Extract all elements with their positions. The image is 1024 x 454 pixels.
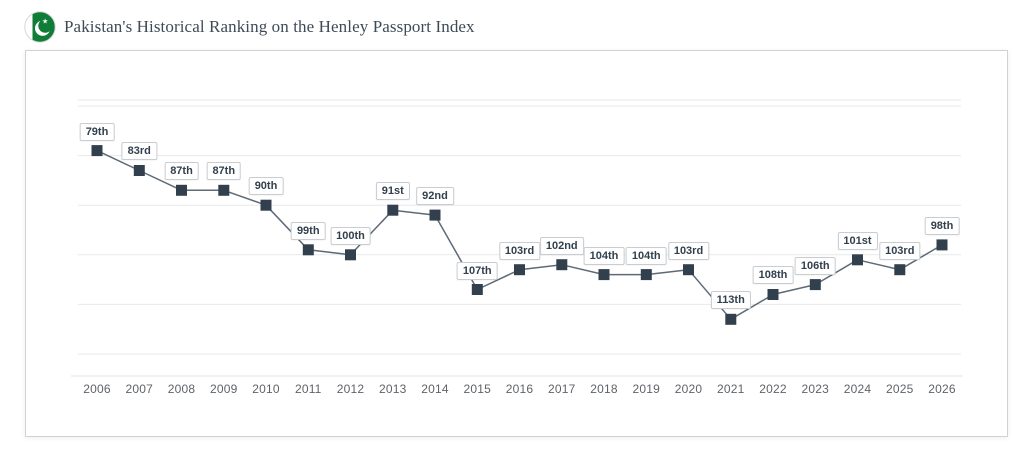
point-label: 98th [924,216,960,235]
x-axis-label: 2016 [505,382,534,396]
point-label: 113th [710,291,751,310]
data-point-marker[interactable] [725,313,737,325]
page-title: Pakistan's Historical Ranking on the Hen… [64,17,475,36]
x-axis-label: 2024 [843,382,872,396]
x-axis-label: 2014 [421,382,449,396]
data-point-marker[interactable] [894,264,906,276]
x-axis-label: 2025 [886,382,914,396]
x-axis-label: 2020 [674,382,703,396]
point-label: 101st [837,231,878,250]
data-point-marker[interactable] [683,264,694,276]
svg-text:★: ★ [42,18,48,26]
x-axis-label: 2012 [336,382,365,396]
x-axis-label: 2022 [759,382,787,396]
data-point-marker[interactable] [514,264,525,276]
chart-header: ★ Pakistan's Historical Ranking on the H… [24,11,475,43]
x-axis-label: 2017 [548,382,576,396]
x-axis-label: 2026 [928,382,956,396]
point-label: 108th [752,266,794,285]
point-label: 79th [79,122,115,141]
x-axis-label: 2011 [294,382,322,396]
point-label: 92nd [416,187,454,206]
x-axis-label: 2009 [210,382,238,396]
pakistan-flag-icon: ★ [24,11,56,43]
point-label: 103rd [879,241,921,260]
data-point-marker[interactable] [260,199,272,211]
data-point-marker[interactable] [176,184,187,196]
point-label: 106th [794,256,836,275]
data-point-marker[interactable] [218,184,230,196]
point-label: 102nd [539,236,584,255]
point-label: 100th [330,226,371,245]
x-axis-label: 2015 [463,382,491,396]
point-label: 90th [248,177,284,196]
point-label: 103rd [498,241,541,260]
data-point-marker[interactable] [387,204,399,216]
x-axis-label: 2007 [125,382,153,396]
data-point-marker[interactable] [767,289,779,300]
data-point-marker[interactable] [556,259,568,271]
x-axis-label: 2006 [83,382,111,396]
x-axis-label: 2008 [167,382,196,396]
data-point-marker[interactable] [345,249,356,261]
data-point-marker[interactable] [852,254,863,266]
data-point-marker[interactable] [640,269,652,281]
x-axis-label: 2018 [590,382,618,396]
x-axis-label: 2019 [632,382,660,396]
point-label: 104th [583,246,625,265]
x-axis-label: 2010 [252,382,280,396]
data-point-marker[interactable] [91,145,103,157]
data-point-marker[interactable] [429,209,441,221]
x-axis-label: 2021 [717,382,745,396]
x-axis-label: 2023 [801,382,829,396]
data-point-marker[interactable] [809,279,821,291]
point-label: 107th [456,261,498,280]
point-label: 103rd [667,241,710,260]
x-axis-label: 2013 [379,382,407,396]
point-label: 91st [375,182,410,201]
point-label: 83rd [121,142,157,161]
point-label: 87th [164,162,199,181]
data-point-marker[interactable] [936,239,948,251]
point-label: 99th [290,221,326,240]
point-label: 104th [625,246,667,265]
data-point-marker[interactable] [471,284,483,295]
data-point-marker[interactable] [598,269,610,281]
line-chart: 79th 83rd 87th 87th 90th 99th 100th 91st 92nd 107… [26,51,1007,436]
data-point-marker[interactable] [133,165,145,176]
point-label: 87th [206,162,242,181]
chart-card: 79th 83rd 87th 87th 90th 99th 100th 91st 92nd 107… [25,50,1008,437]
data-point-marker[interactable] [302,244,314,256]
